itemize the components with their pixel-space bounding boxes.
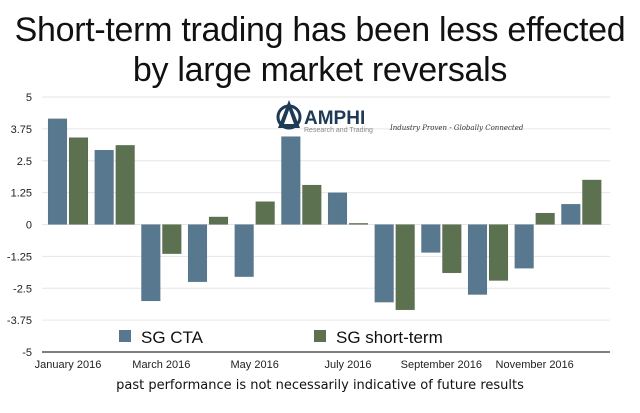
disclaimer: past performance is not necessarily indi… [116, 378, 524, 393]
bar-sg-short-term-september-2016 [442, 224, 462, 274]
bar-sg-cta-january-2016 [47, 118, 68, 225]
y-tick-label: -3.75 [7, 315, 32, 327]
amphi-logo-icon [276, 100, 302, 130]
logo-name: AMPHI [304, 108, 365, 129]
bar-sg-short-term-december-2016 [582, 179, 602, 225]
bar-sg-short-term-november-2016 [535, 212, 555, 225]
logo-subtitle: Research and Trading [304, 127, 373, 134]
bar-sg-cta-august-2016 [374, 224, 394, 303]
bar-sg-short-term-october-2016 [488, 224, 509, 281]
legend-label-sg-cta: SG CTA [141, 328, 204, 347]
bar-sg-short-term-july-2016 [348, 222, 369, 225]
y-tick-label: 2.5 [17, 156, 32, 168]
bar-sg-short-term-june-2016 [302, 184, 322, 225]
x-tick-label: November 2016 [496, 359, 574, 371]
gridlines [42, 96, 610, 321]
chart-title: Short-term trading has been less effecte… [0, 10, 640, 90]
x-tick-label: May 2016 [231, 359, 279, 371]
x-tick-label: March 2016 [132, 359, 190, 371]
bar-sg-cta-february-2016 [94, 149, 114, 225]
x-tick-label: September 2016 [401, 359, 482, 371]
x-tick-label: January 2016 [35, 359, 102, 371]
chart-title-line2: by large market reversals [132, 51, 508, 89]
y-tick-label: 0 [26, 220, 32, 232]
x-axis-ticks: January 2016 March 2016 May 2016 July 2016 S… [35, 359, 574, 371]
bar-sg-cta-march-2016 [141, 224, 161, 302]
y-tick-label: -1.25 [7, 251, 32, 263]
bar-sg-cta-november-2016 [514, 224, 534, 269]
bars [47, 118, 602, 311]
y-tick-label: 3.75 [11, 124, 32, 136]
y-tick-label: -5 [22, 347, 32, 359]
bar-sg-short-term-march-2016 [162, 224, 182, 255]
bar-sg-short-term-january-2016 [68, 137, 89, 225]
legend-swatch-sg-short-term [314, 330, 326, 342]
bar-sg-cta-october-2016 [467, 224, 488, 295]
logo-tagline: Industry Proven - Globally Connected [389, 124, 524, 132]
legend-swatch-sg-cta [119, 330, 131, 342]
bar-sg-cta-june-2016 [281, 136, 301, 225]
legend: SG CTA SG short-term [119, 328, 443, 347]
bar-sg-cta-may-2016 [234, 224, 254, 278]
bar-sg-cta-december-2016 [561, 203, 581, 225]
bar-sg-short-term-february-2016 [115, 144, 135, 225]
bar-sg-short-term-august-2016 [395, 224, 415, 311]
bar-sg-cta-july-2016 [327, 192, 348, 225]
y-tick-label: 1.25 [11, 188, 32, 200]
y-axis-ticks: 5 3.75 2.5 1.25 0 -1.25 -2.5 -3.75 -5 [7, 92, 32, 359]
y-tick-label: 5 [26, 92, 32, 104]
bar-sg-cta-april-2016 [187, 224, 208, 283]
bar-sg-cta-september-2016 [421, 224, 441, 253]
chart-title-line1: Short-term trading has been less effecte… [14, 11, 626, 49]
legend-label-sg-short-term: SG short-term [336, 328, 443, 347]
bar-sg-short-term-april-2016 [208, 216, 229, 225]
x-tick-label: July 2016 [324, 359, 371, 371]
bar-sg-short-term-may-2016 [255, 201, 275, 225]
amphi-logo: AMPHI Research and Trading Industry Prov… [276, 100, 524, 134]
y-tick-label: -2.5 [13, 283, 32, 295]
